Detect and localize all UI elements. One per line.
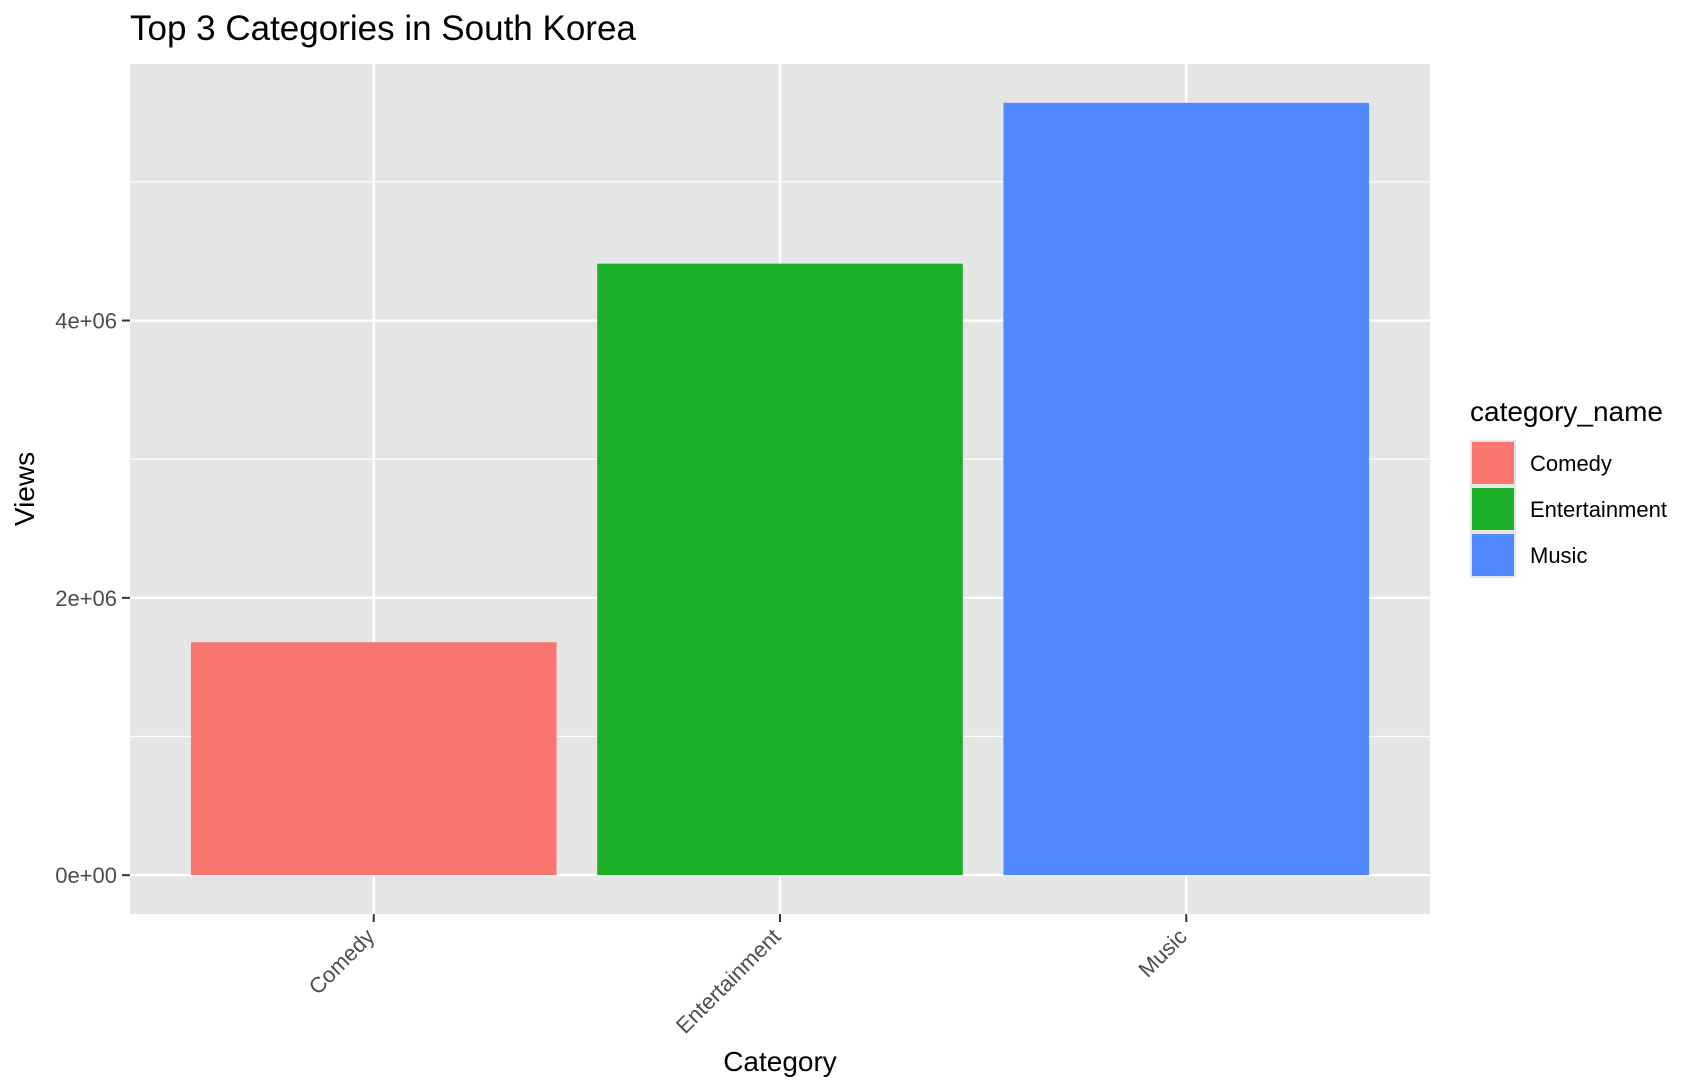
x-tick-label: Comedy — [304, 924, 380, 1000]
legend-label: Comedy — [1530, 451, 1612, 476]
y-axis-title: Views — [9, 452, 40, 526]
y-tick-label: 0e+00 — [55, 863, 117, 888]
x-axis-title: Category — [723, 1046, 837, 1077]
y-axis: 0e+00 2e+06 4e+06 — [55, 309, 130, 888]
bar-entertainment — [597, 263, 963, 876]
legend-swatch-comedy — [1472, 442, 1514, 484]
x-tick-label: Entertainment — [671, 924, 786, 1039]
bar-music — [1003, 102, 1370, 876]
legend: category_name Comedy Entertainment Music — [1470, 396, 1667, 578]
bars — [190, 102, 1370, 876]
y-tick-label: 2e+06 — [55, 586, 117, 611]
legend-items: Comedy Entertainment Music — [1470, 440, 1667, 578]
legend-label: Music — [1530, 543, 1587, 568]
x-tick-label: Music — [1133, 924, 1191, 982]
legend-label: Entertainment — [1530, 497, 1667, 522]
chart-title: Top 3 Categories in South Korea — [130, 9, 636, 48]
x-axis: Comedy Entertainment Music — [304, 914, 1192, 1038]
legend-swatch-music — [1472, 534, 1514, 576]
legend-title: category_name — [1470, 396, 1663, 427]
bar-comedy — [190, 642, 557, 876]
legend-swatch-entertainment — [1472, 488, 1514, 530]
y-tick-label: 4e+06 — [55, 309, 117, 334]
